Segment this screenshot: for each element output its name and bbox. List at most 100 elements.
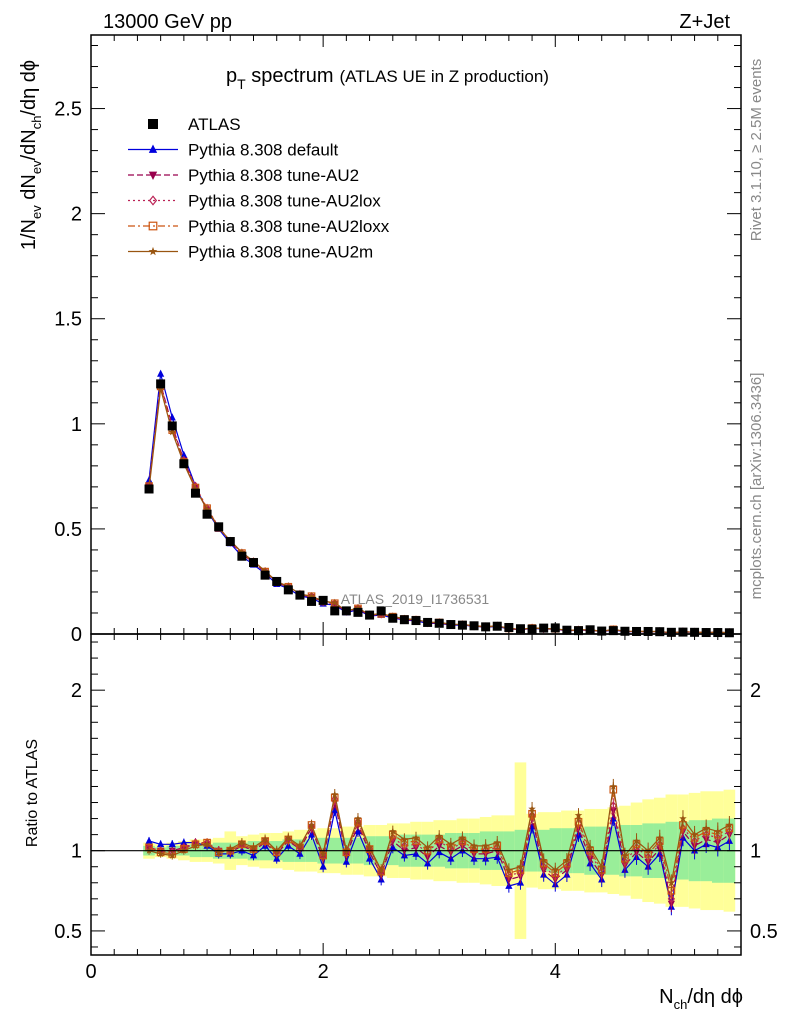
ratio-series-point (551, 866, 560, 874)
legend-label: Pythia 8.308 tune-AU2lox (188, 192, 381, 211)
main-series-point (145, 475, 153, 484)
legend-label: Pythia 8.308 default (188, 141, 339, 160)
legend-marker (148, 221, 158, 231)
ratio-series-point (714, 827, 722, 835)
legend-entry: Pythia 8.308 tune-AU2loxx (128, 217, 390, 236)
atlas-data-point (655, 627, 665, 637)
ratio-series-point (412, 839, 420, 849)
legend-label: Pythia 8.308 tune-AU2 (188, 166, 359, 185)
y-main-tick-label: 2.5 (54, 99, 82, 121)
atlas-data-point (249, 558, 258, 568)
ratio-panel-series (91, 778, 741, 916)
ratio-series-point (412, 833, 420, 841)
atlas-data-point (214, 522, 224, 532)
ratio-series-point (725, 821, 734, 829)
ratio-series-point (505, 866, 513, 874)
ratio-series-point (307, 830, 316, 838)
ratio-series-point (191, 841, 200, 850)
ratio-series-point (702, 824, 710, 832)
ratio-y-tick-label-right: 2 (750, 680, 761, 702)
atlas-data-point (156, 379, 166, 389)
atlas-data-point (260, 570, 270, 580)
ratio-series-point (632, 837, 641, 845)
ratio-series-point (667, 878, 676, 886)
ratio-series-point (400, 841, 409, 851)
legend-entry: Pythia 8.308 tune-AU2m (128, 243, 373, 262)
legend-label: Pythia 8.308 tune-AU2loxx (188, 217, 390, 236)
ratio-series-point (238, 838, 246, 846)
x-axis-title: Nch/dη dϕ (659, 986, 743, 1012)
mcplots-label: mcplots.cern.ch [arXiv:1306.3436] (748, 373, 765, 600)
atlas-data-point (341, 606, 351, 616)
ratio-series-point (493, 838, 501, 846)
atlas-data-point (515, 624, 525, 634)
ratio-series-point (157, 839, 165, 848)
legend-marker (148, 144, 158, 153)
plot-title: pT spectrum (ATLAS UE in Z production) (226, 65, 549, 92)
atlas-data-point (307, 596, 317, 606)
ratio-series-point (156, 849, 165, 858)
legend-marker (148, 119, 158, 129)
y-title-part-2: dN (18, 174, 40, 205)
ratio-series-point (667, 894, 676, 904)
legend-label: ATLAS (188, 115, 241, 134)
ratio-series-point (679, 814, 687, 822)
title-main-rest: spectrum (246, 65, 334, 87)
legend: ATLAS Pythia 8.308 default Pythia 8.308 tu… (128, 115, 390, 262)
ratio-series-point (365, 843, 374, 851)
y-main-tick-label: 1 (71, 414, 82, 436)
ratio-y-tick-label-left: 0.5 (54, 921, 82, 943)
ratio-series-point (354, 827, 362, 835)
atlas-data-point (179, 459, 189, 469)
atlas-data-point (701, 628, 711, 638)
atlas-data-point (272, 576, 282, 586)
ratio-series-point (423, 843, 432, 851)
y-axis-title-main: 1/Nev dNev/dNch/dη dϕ (18, 60, 44, 250)
ratio-series-point (563, 856, 571, 864)
legend-marker (148, 171, 158, 181)
legend-entry: Pythia 8.308 tune-AU2 (128, 166, 359, 185)
main-series-point (191, 485, 200, 493)
ratio-series-point (470, 841, 478, 850)
y-title-part-4: /dN (18, 129, 40, 160)
ratio-series-point (597, 862, 606, 870)
main-series-point (156, 384, 165, 393)
ratio-series-point (145, 836, 153, 844)
ratio-series-point (168, 851, 176, 859)
ratio-series-point (435, 832, 443, 840)
y-main-tick-label: 0.5 (54, 519, 82, 541)
atlas-data-point (724, 628, 734, 638)
ratio-series-point (284, 833, 293, 841)
ratio-panel-frame (90, 633, 742, 956)
analysis-id: ATLAS_2019_I1736531 (341, 591, 490, 607)
atlas-data-point (353, 607, 363, 617)
legend-entry: Pythia 8.308 default (128, 141, 339, 160)
atlas-data-point (434, 618, 444, 628)
x-tick-label: 0 (85, 961, 96, 983)
y-main-tick-label: 2 (71, 204, 82, 226)
ratio-series-point (261, 835, 269, 843)
y-main-tick-label: 0 (71, 624, 82, 646)
ratio-series-point (516, 862, 525, 870)
y-title-part-6: /dη dϕ (18, 60, 40, 116)
atlas-data-point (225, 537, 235, 547)
atlas-data-point (469, 621, 479, 631)
main-series-point (331, 598, 339, 606)
main-series-point (261, 567, 269, 575)
ratio-series-point (203, 840, 211, 848)
atlas-data-point (504, 622, 514, 632)
ratio-series-point (586, 843, 594, 851)
ratio-series-point (621, 851, 629, 859)
atlas-data-point (492, 621, 502, 631)
x-title-part-2: /dη dϕ (687, 986, 743, 1008)
x-title-part-1: ch (674, 997, 688, 1012)
ratio-series-point (180, 838, 188, 846)
ratio-series-point (319, 849, 327, 858)
atlas-data-point (678, 627, 688, 637)
atlas-data-point (202, 509, 212, 519)
ratio-series-point (226, 845, 235, 853)
atlas-data-point (481, 622, 491, 632)
main-series-point (180, 450, 188, 459)
ratio-series-point (574, 811, 583, 819)
